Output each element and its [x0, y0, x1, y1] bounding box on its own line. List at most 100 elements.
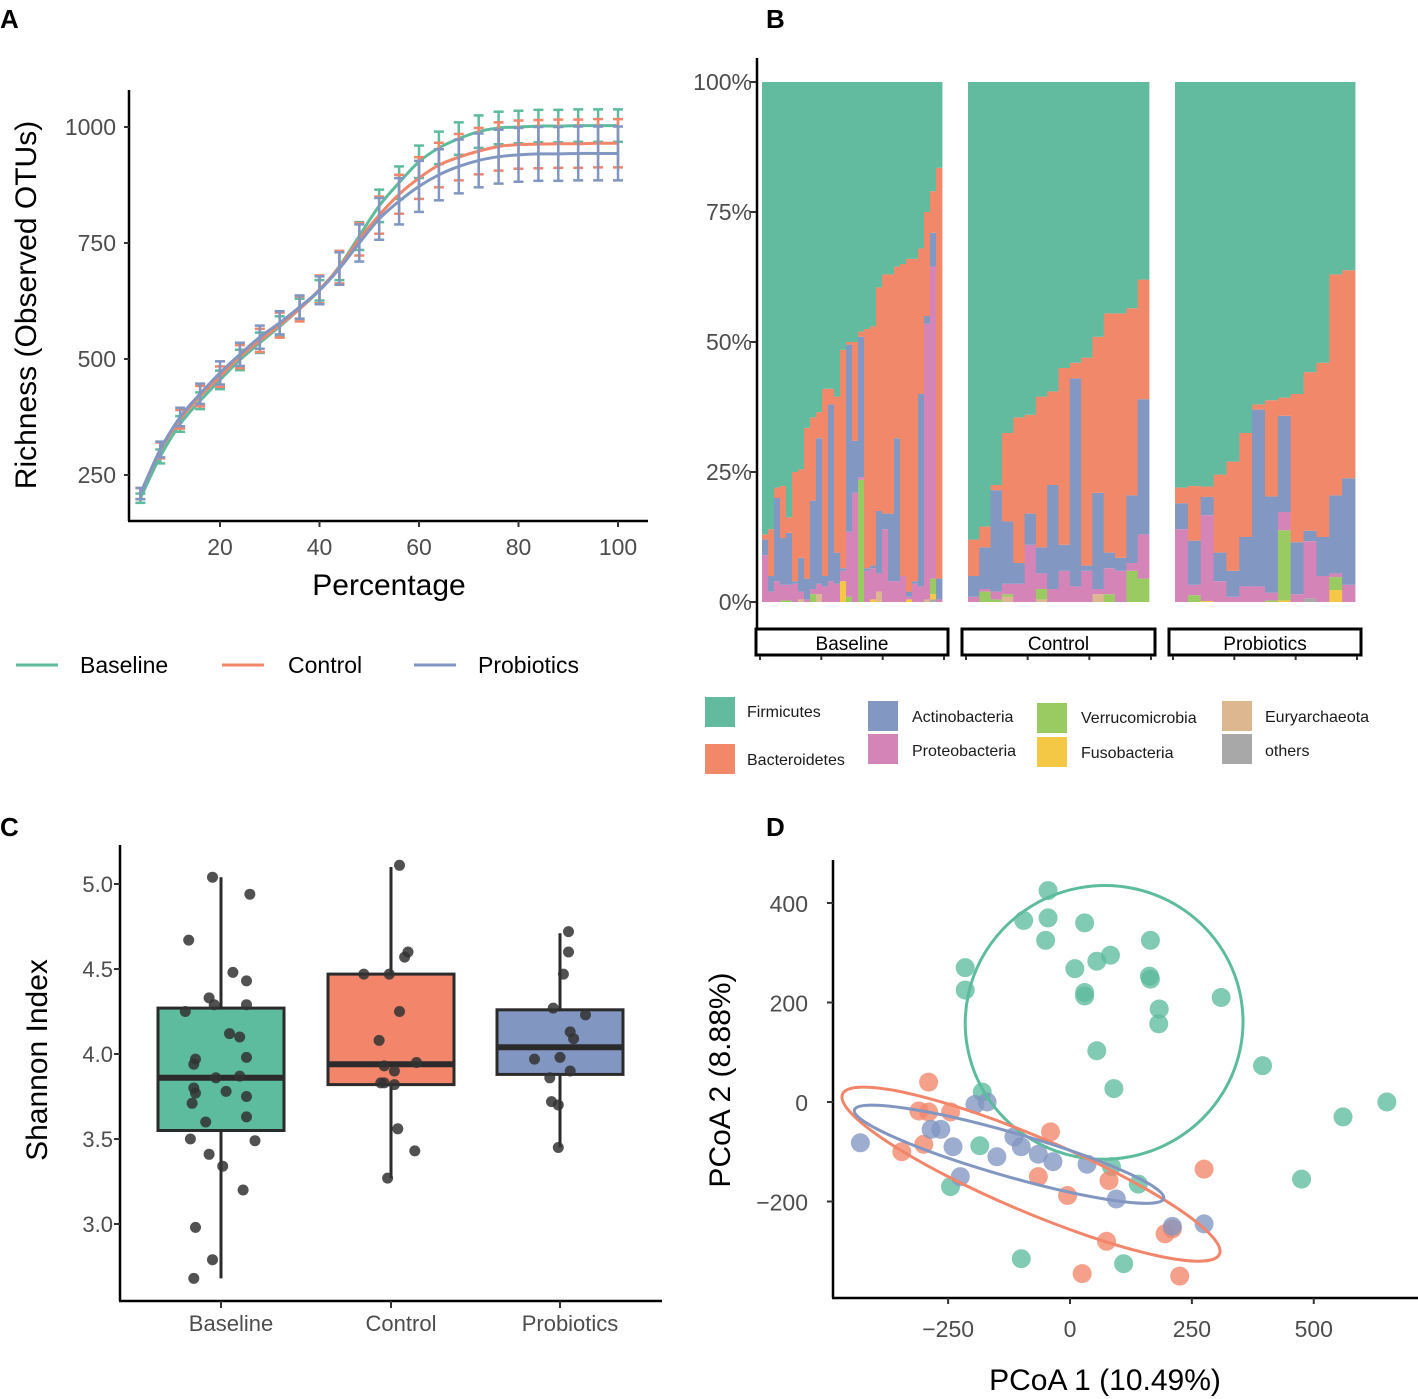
d-point-baseline [1149, 1014, 1169, 1034]
b-segment-firmicutes [1013, 82, 1025, 418]
c-point-baseline [186, 1097, 198, 1109]
b-segment-proteobacteria [1226, 596, 1240, 602]
a-y-tick-label: 500 [78, 346, 116, 372]
b-segment-actinobacteria [762, 539, 769, 556]
b-segment-proteobacteria [968, 596, 980, 602]
b-segment-proteobacteria [1103, 568, 1116, 595]
b-segment-firmicutes [792, 82, 799, 472]
b-segment-bacteroidetes [1316, 362, 1330, 537]
b-segment-bacteroidetes [900, 264, 907, 576]
b-segment-bacteroidetes [990, 485, 1003, 491]
b-segment-euryarchaeota [816, 594, 823, 602]
b-segment-bacteroidetes [1126, 308, 1139, 496]
b-segment-proteobacteria [786, 584, 793, 601]
panel-letter-b: B [766, 4, 785, 34]
b-segment-bacteroidetes [1265, 400, 1279, 497]
c-point-control [394, 1006, 405, 1017]
b-bar [1126, 82, 1139, 602]
b-segment-actinobacteria [840, 568, 847, 571]
b-segment-firmicutes [1277, 82, 1292, 398]
b-legend-key-euryarchaeota [1222, 701, 1252, 731]
a-legend-item-probiotics: Probiotics [414, 652, 579, 678]
d-point-probiotics [850, 1133, 870, 1153]
d-x-axis-title: PCoA 1 (10.49%) [989, 1364, 1221, 1397]
c-boxes-layer [156, 867, 625, 1279]
b-segment-proteobacteria [990, 591, 1003, 600]
b-segment-proteobacteria [1024, 544, 1037, 602]
b-bar [822, 82, 829, 602]
b-segment-actinobacteria [936, 578, 943, 600]
b-bar [1103, 82, 1116, 602]
b-bar [924, 82, 931, 602]
d-x-tick-label: 0 [1064, 1316, 1077, 1342]
b-segment-actinobacteria [876, 511, 883, 574]
b-segment-firmicutes [1069, 82, 1082, 363]
d-point-baseline [1292, 1169, 1312, 1189]
b-bar [1013, 82, 1025, 602]
a-line-probiotics [139, 151, 618, 495]
b-segment-bacteroidetes [1239, 433, 1253, 537]
b-segment-bacteroidetes [1013, 417, 1025, 563]
b-segment-bacteroidetes [870, 326, 877, 566]
c-point-probiotics [580, 1009, 591, 1021]
b-segment-bacteroidetes [1092, 336, 1105, 493]
b-segment-firmicutes [894, 82, 901, 267]
d-point-control [1099, 1171, 1119, 1191]
b-y-tick-label: 25% [706, 459, 752, 485]
b-segment-actinobacteria [1058, 544, 1071, 571]
b-segment-firmicutes [804, 82, 811, 428]
b-segment-firmicutes [918, 82, 925, 249]
b-legend-label-firmicutes: Firmicutes [747, 704, 821, 721]
b-segment-actinobacteria [852, 440, 859, 493]
b-bar [1316, 82, 1330, 602]
b-segment-bacteroidetes [846, 342, 853, 345]
d-y-ticks: −200 0 200 400 [756, 891, 833, 1216]
b-segment-actinobacteria [1277, 415, 1292, 513]
b-bar [930, 82, 937, 602]
b-segment-proteobacteria [894, 581, 901, 602]
b-segment-actinobacteria [1175, 503, 1189, 530]
b-segment-proteobacteria [870, 568, 877, 600]
c-point-baseline [188, 1272, 200, 1284]
b-bar [834, 82, 841, 602]
b-strip-label-control: Control [1028, 634, 1089, 655]
c-point-baseline [241, 975, 252, 987]
b-segment-actinobacteria [1115, 557, 1127, 571]
b-segment-firmicutes [834, 82, 841, 397]
b-strip-baseline [754, 627, 950, 657]
c-point-baseline [184, 1133, 196, 1145]
b-segment-firmicutes [870, 82, 877, 327]
c-point-probiotics [563, 946, 574, 958]
b-segment-proteobacteria [924, 323, 931, 600]
b-segment-bacteroidetes [1069, 362, 1082, 379]
b-bar [768, 82, 775, 602]
c-point-baseline [190, 1087, 201, 1099]
b-segment-actinobacteria [846, 344, 853, 532]
b-segment-verrucomicrobia [1035, 589, 1048, 600]
b-segment-actinobacteria [858, 336, 865, 478]
b-facet-baseline [762, 82, 943, 602]
c-x-tick-label: Control [366, 1311, 437, 1336]
b-segment-firmicutes [816, 82, 823, 413]
b-segment-fusobacteria [1329, 590, 1343, 602]
c-point-control [358, 968, 370, 980]
b-segment-actinobacteria [882, 513, 889, 530]
b-segment-bacteroidetes [876, 287, 883, 511]
b-legend-key-proteobacteria [868, 734, 898, 764]
b-segment-actinobacteria [1252, 409, 1266, 587]
d-y-tick-label: 200 [770, 991, 808, 1017]
b-segment-proteobacteria [762, 555, 769, 602]
c-point-baseline [190, 1221, 201, 1233]
d-point-control [1194, 1159, 1214, 1179]
b-segment-firmicutes [1092, 82, 1105, 337]
a-series-control [135, 117, 623, 501]
c-point-baseline [234, 1070, 246, 1082]
c-point-control [388, 1065, 400, 1077]
b-segment-verrucomicrobia [1277, 530, 1292, 601]
b-segment-firmicutes [882, 82, 889, 275]
b-bar [1001, 82, 1014, 602]
b-segment-actinobacteria [804, 578, 811, 600]
b-segment-firmicutes [1226, 82, 1240, 462]
a-legend-label-control: Control [288, 652, 362, 678]
c-y-tick-label: 4.0 [82, 1042, 113, 1067]
